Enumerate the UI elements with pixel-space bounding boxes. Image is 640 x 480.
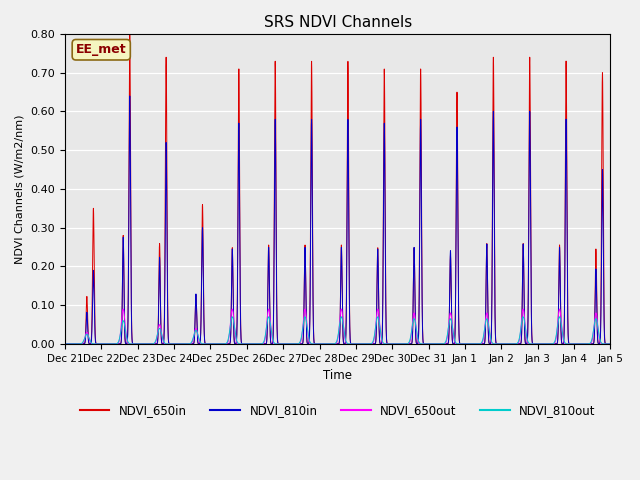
Y-axis label: NDVI Channels (W/m2/nm): NDVI Channels (W/m2/nm) bbox=[15, 114, 25, 264]
Title: SRS NDVI Channels: SRS NDVI Channels bbox=[264, 15, 412, 30]
Text: EE_met: EE_met bbox=[76, 43, 127, 56]
X-axis label: Time: Time bbox=[323, 369, 352, 382]
Legend: NDVI_650in, NDVI_810in, NDVI_650out, NDVI_810out: NDVI_650in, NDVI_810in, NDVI_650out, NDV… bbox=[75, 399, 600, 422]
